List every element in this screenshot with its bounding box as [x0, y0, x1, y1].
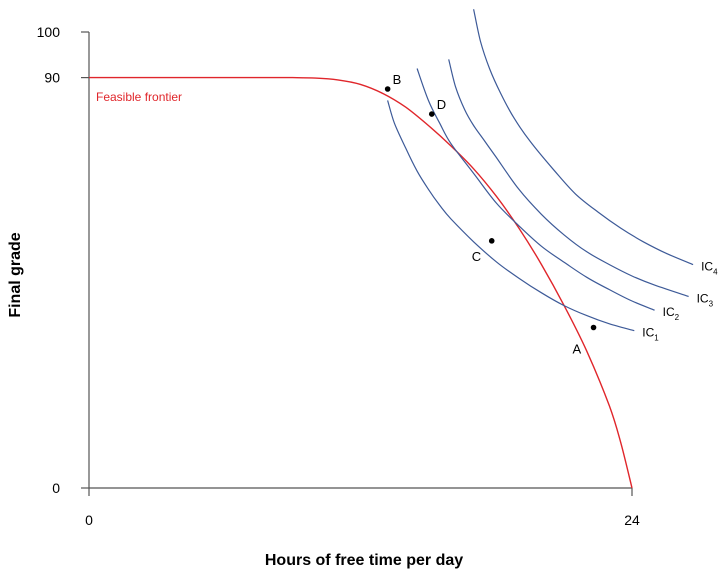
y-tick-label: 0 [52, 480, 60, 496]
indifference-curve-4 [473, 9, 694, 266]
point-d [428, 111, 435, 117]
indifference-curve-label: IC2 [663, 305, 680, 322]
indifference-curve-1 [387, 100, 635, 332]
points-layer: B D C A [384, 72, 597, 356]
point-label: C [472, 249, 481, 264]
point-b [384, 86, 391, 92]
y-tick-label: 90 [44, 70, 60, 86]
axes [88, 32, 632, 489]
feasible-frontier-line [88, 76, 633, 489]
indifference-curve-label: IC3 [697, 291, 714, 308]
axis-ticks: 0 90 100 0 24 [37, 24, 640, 528]
feasible-frontier-label: Feasible frontier [96, 90, 182, 104]
x-tick-label: 0 [85, 512, 93, 528]
point-label: A [573, 341, 582, 356]
y-tick-label: 100 [37, 24, 61, 40]
indifference-curve-2 [416, 68, 655, 311]
indifference-curve-label: IC1 [642, 326, 659, 343]
indifference-curve-label: IC4 [701, 260, 718, 277]
point-label: D [437, 97, 446, 112]
point-a [590, 324, 597, 331]
x-axis-title: Hours of free time per day [265, 552, 463, 569]
y-axis-title: Final grade [7, 232, 24, 317]
indifference-curve-3 [448, 59, 689, 298]
feasible-frontier-layer: Feasible frontier [88, 76, 633, 489]
point-c [488, 238, 495, 244]
x-tick-label: 24 [624, 512, 640, 528]
point-label: B [393, 72, 402, 87]
